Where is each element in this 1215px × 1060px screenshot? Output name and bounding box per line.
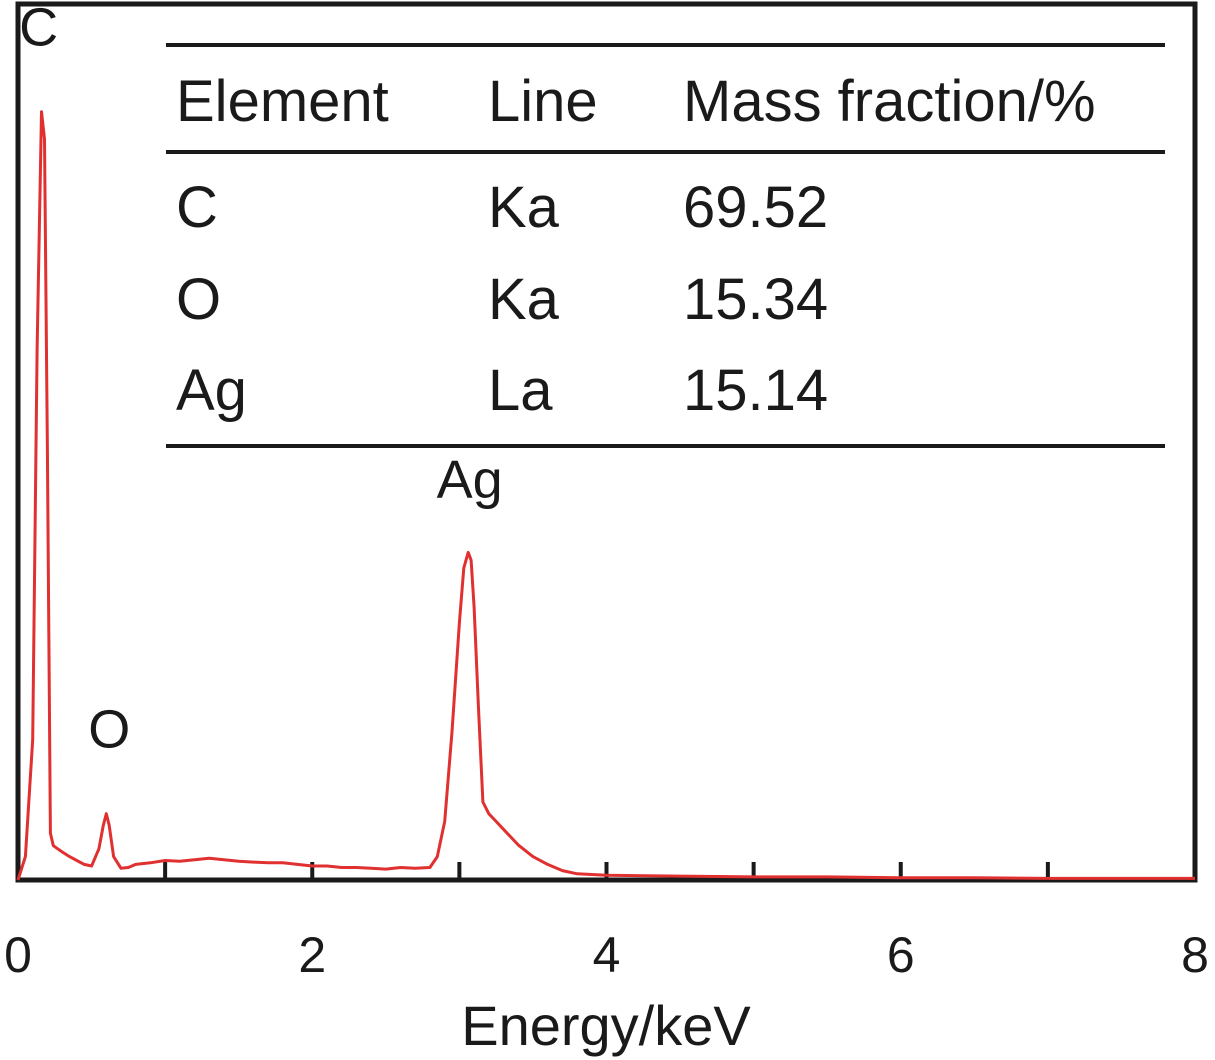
table-cell-mass-fraction: 15.34 [683,267,828,332]
table-cell-element: Ag [176,358,247,423]
peak-label: O [88,699,130,759]
peak-label: Ag [437,450,503,510]
x-axis-title: Energy/keV [461,994,751,1057]
x-tick-label: 4 [593,927,621,983]
x-tick-label: 0 [4,927,32,983]
plot-frame [15,1,1198,883]
spectrum-line [16,110,1195,881]
x-tick-label: 6 [887,927,915,983]
table-cell-line: Ka [488,175,560,240]
composition-table: Element Line Mass fraction/% C Ka 69.52 … [166,43,1165,448]
table-cell-element: O [176,267,221,332]
table-header-mass-fraction: Mass fraction/% [683,69,1096,134]
x-axis-tick-labels: 0 2 4 6 8 [4,927,1209,983]
table-cell-mass-fraction: 69.52 [683,175,828,240]
x-tick-label: 8 [1181,927,1209,983]
table-cell-element: C [176,175,218,240]
peak-label: C [19,0,58,57]
x-tick-label: 2 [298,927,326,983]
table-cell-line: La [488,358,553,423]
table-cell-mass-fraction: 15.14 [683,358,828,423]
table-cell-line: Ka [488,267,560,332]
table-header-line: Line [488,69,598,134]
table-header-element: Element [176,69,389,134]
